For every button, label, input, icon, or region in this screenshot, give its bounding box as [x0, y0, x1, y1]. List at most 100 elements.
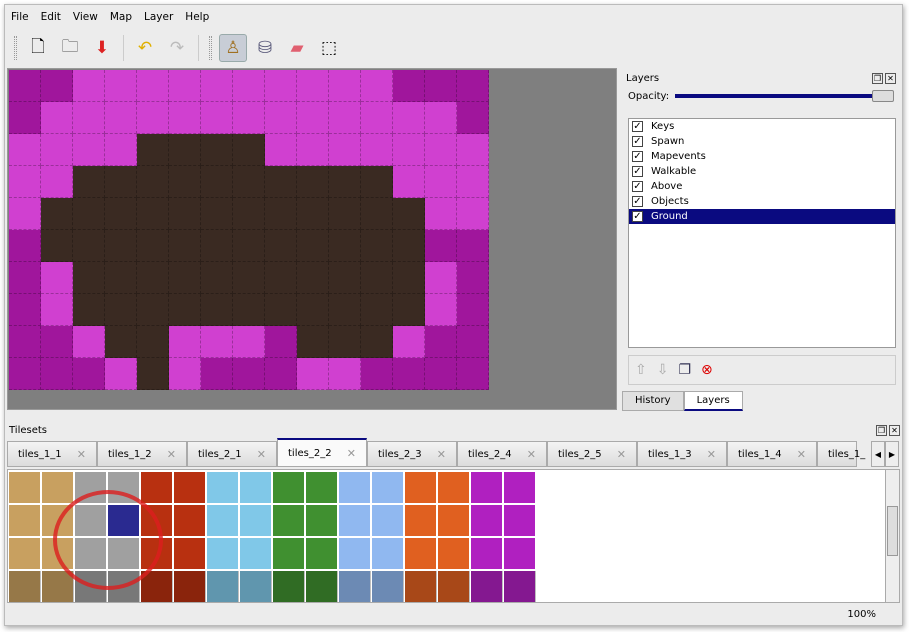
redo-icon[interactable]: ↷ — [169, 38, 185, 58]
rect-select-icon[interactable]: ⬚ — [320, 38, 338, 58]
map-tile[interactable] — [233, 358, 265, 390]
map-tile[interactable] — [41, 326, 73, 358]
tab-tiles_2_2[interactable]: tiles_2_2 ✕ — [277, 438, 367, 467]
map-tile[interactable] — [393, 326, 425, 358]
map-tile[interactable] — [201, 294, 233, 326]
close-tab-icon[interactable]: ✕ — [166, 447, 176, 461]
layer-item-mapevents[interactable]: ✓ Mapevents — [629, 149, 895, 164]
tab-tiles_1_3[interactable]: tiles_1_3 ✕ — [637, 441, 727, 467]
map-tile[interactable] — [201, 262, 233, 294]
close-tab-icon[interactable]: ✕ — [76, 447, 86, 461]
tileset-tile[interactable] — [240, 472, 272, 504]
map-tile[interactable] — [137, 70, 169, 102]
map-tile[interactable] — [9, 262, 41, 294]
map-tile[interactable] — [201, 70, 233, 102]
tileset-tile[interactable] — [372, 571, 404, 602]
map-tile[interactable] — [425, 102, 457, 134]
map-tile[interactable] — [105, 358, 137, 390]
map-tile[interactable] — [201, 102, 233, 134]
map-tile[interactable] — [425, 358, 457, 390]
map-tile[interactable] — [233, 230, 265, 262]
undo-icon[interactable]: ↶ — [137, 38, 153, 58]
map-tile[interactable] — [137, 358, 169, 390]
visibility-checkbox[interactable]: ✓ — [632, 196, 643, 207]
map-tile[interactable] — [329, 262, 361, 294]
tab-tiles_1_2[interactable]: tiles_1_2 ✕ — [97, 441, 187, 467]
map-tile[interactable] — [265, 326, 297, 358]
tileset-tile[interactable] — [174, 472, 206, 504]
visibility-checkbox[interactable]: ✓ — [632, 181, 643, 192]
map-tile[interactable] — [233, 326, 265, 358]
map-tile[interactable] — [41, 294, 73, 326]
tileset-tile[interactable] — [240, 538, 272, 570]
map-tile[interactable] — [9, 166, 41, 198]
map-tile[interactable] — [425, 70, 457, 102]
map-tile[interactable] — [9, 102, 41, 134]
map-tile[interactable] — [297, 70, 329, 102]
tileset-tile[interactable] — [9, 472, 41, 504]
map-tile[interactable] — [361, 294, 393, 326]
tileset-tile[interactable] — [273, 571, 305, 602]
tab-tiles_2_4[interactable]: tiles_2_4 ✕ — [457, 441, 547, 467]
tileset-tile[interactable] — [306, 472, 338, 504]
map-tile[interactable] — [457, 230, 489, 262]
map-tile[interactable] — [297, 134, 329, 166]
map-tile[interactable] — [329, 70, 361, 102]
map-tile[interactable] — [105, 134, 137, 166]
open-folder-icon[interactable]: 🗀 — [61, 36, 79, 57]
map-tile[interactable] — [169, 166, 201, 198]
map-tile[interactable] — [361, 198, 393, 230]
map-tile[interactable] — [169, 358, 201, 390]
map-tile[interactable] — [137, 102, 169, 134]
layer-item-ground[interactable]: ✓ Ground — [629, 209, 895, 224]
map-tile[interactable] — [393, 166, 425, 198]
map-tile[interactable] — [169, 294, 201, 326]
float-icon[interactable]: ❐ — [872, 72, 883, 84]
map-tile[interactable] — [105, 326, 137, 358]
map-tile[interactable] — [41, 166, 73, 198]
close-tab-icon[interactable]: ✕ — [436, 447, 446, 461]
map-tile[interactable] — [73, 134, 105, 166]
tileset-tile[interactable] — [174, 538, 206, 570]
tileset-tile[interactable] — [372, 472, 404, 504]
map-tile[interactable] — [105, 70, 137, 102]
map-tile[interactable] — [457, 294, 489, 326]
map-tile[interactable] — [457, 198, 489, 230]
tileset-tile[interactable] — [174, 505, 206, 537]
visibility-checkbox[interactable]: ✓ — [632, 121, 643, 132]
map-tile[interactable] — [393, 198, 425, 230]
map-tile[interactable] — [329, 326, 361, 358]
map-tile[interactable] — [169, 102, 201, 134]
map-tile[interactable] — [265, 166, 297, 198]
toolbar-grip[interactable] — [209, 36, 212, 60]
tileset-tile[interactable] — [273, 538, 305, 570]
visibility-checkbox[interactable]: ✓ — [632, 166, 643, 177]
map-tile[interactable] — [265, 230, 297, 262]
map-tile[interactable] — [233, 70, 265, 102]
tileset-tile[interactable] — [405, 505, 437, 537]
map-tile[interactable] — [9, 326, 41, 358]
map-tile[interactable] — [73, 70, 105, 102]
tileset-tile[interactable] — [240, 505, 272, 537]
tileset-tile[interactable] — [141, 472, 173, 504]
tileset-tile[interactable] — [471, 538, 503, 570]
tab-tiles_2_1[interactable]: tiles_2_1 ✕ — [187, 441, 277, 467]
map-tile[interactable] — [73, 198, 105, 230]
opacity-slider[interactable] — [675, 90, 894, 102]
tileset-tile[interactable] — [207, 472, 239, 504]
map-tile[interactable] — [201, 134, 233, 166]
map-tile[interactable] — [329, 166, 361, 198]
map-tile[interactable] — [201, 358, 233, 390]
menu-map[interactable]: Map — [109, 11, 133, 23]
map-tile[interactable] — [297, 102, 329, 134]
close-icon[interactable]: ✕ — [885, 72, 896, 84]
visibility-checkbox[interactable]: ✓ — [632, 151, 643, 162]
close-tab-icon[interactable]: ✕ — [256, 447, 266, 461]
map-tile[interactable] — [41, 198, 73, 230]
map-tile[interactable] — [105, 166, 137, 198]
visibility-checkbox[interactable]: ✓ — [632, 136, 643, 147]
map-tile[interactable] — [105, 198, 137, 230]
tileset-tile[interactable] — [504, 505, 536, 537]
tileset-tile[interactable] — [306, 505, 338, 537]
tab-scroll-right-icon[interactable]: ▶ — [885, 441, 899, 467]
